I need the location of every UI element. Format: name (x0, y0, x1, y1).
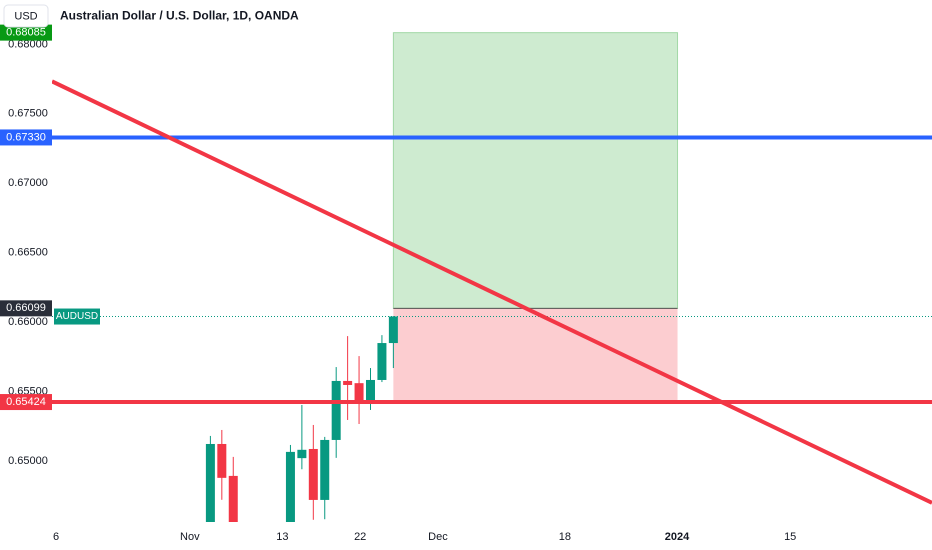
price-label: 0.65424 (6, 396, 46, 408)
currency-button[interactable] (3, 4, 49, 28)
x-tick-label: Dec (428, 531, 448, 543)
y-tick-label: 0.66500 (8, 247, 48, 259)
x-tick-label: 15 (784, 531, 796, 543)
y-tick-label: 0.67500 (8, 108, 48, 120)
entry-label-box (0, 300, 52, 317)
symbol-label: AUDUSD (56, 311, 98, 322)
candle-body (308, 448, 318, 500)
x-tick-label: 22 (354, 531, 366, 543)
candle-body (320, 439, 330, 500)
entry-label: 0.66099 (6, 302, 46, 314)
candle-body (377, 343, 387, 380)
y-tick-label: 0.65000 (8, 455, 48, 467)
y-tick-label: 0.67000 (8, 177, 48, 189)
candle-body (365, 379, 375, 404)
x-tick-label: 13 (276, 531, 288, 543)
currency[interactable]: USD (14, 10, 37, 22)
target-label-box (0, 24, 52, 41)
price-label-box (0, 129, 52, 146)
x-tick-label: 18 (559, 531, 571, 543)
candle-body (388, 316, 398, 344)
profit-zone (392, 32, 679, 309)
x-tick-label: 6 (53, 531, 59, 543)
candle-body (297, 449, 307, 459)
chart-title: Australian Dollar / U.S. Dollar, 1D, OAN… (60, 9, 299, 23)
candle-body (228, 475, 238, 522)
plot-area (52, 32, 932, 522)
y-tick-label: 0.68000 (8, 38, 48, 50)
candle-body (205, 443, 215, 522)
candle-body (343, 380, 353, 385)
candle-body (217, 443, 227, 478)
loss-zone (393, 308, 678, 403)
candle-body (331, 380, 341, 440)
candle-body (285, 451, 295, 522)
price-label-box (0, 394, 52, 411)
trend-line (52, 79, 932, 505)
target-label: 0.68085 (6, 27, 46, 39)
y-tick-label: 0.66000 (8, 316, 48, 328)
axes: 0.680000.675000.670000.665000.660000.655… (0, 24, 796, 543)
symbol-label-box (54, 308, 100, 325)
price-label: 0.67330 (6, 131, 46, 143)
x-tick-label: 2024 (665, 531, 690, 543)
x-tick-label: Nov (180, 531, 200, 543)
candle-body (354, 383, 364, 404)
